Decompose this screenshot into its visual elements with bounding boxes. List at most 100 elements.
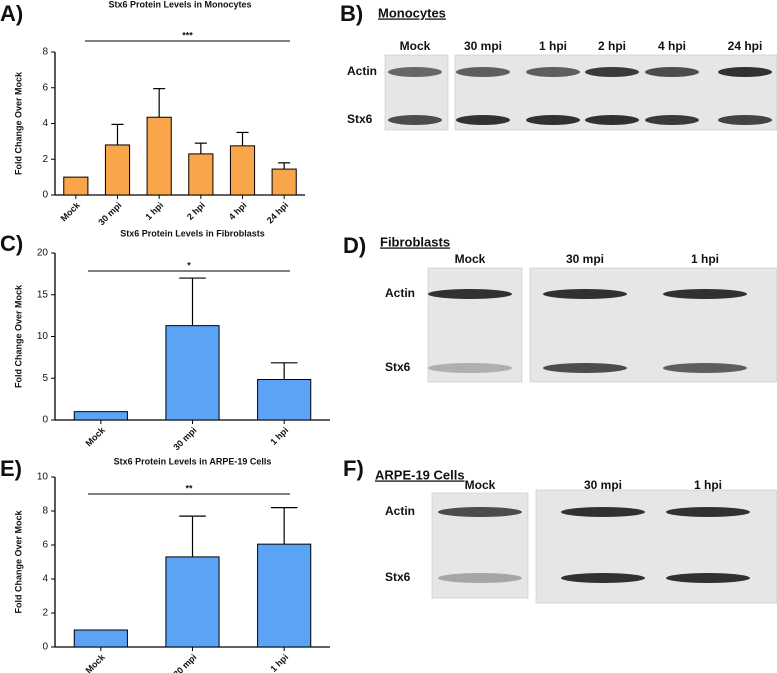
lane-label: 1 hpi [691,252,719,266]
y-tick-label: 8 [42,506,48,517]
y-tick-label: 4 [42,574,48,585]
y-axis-label: Fold Change Over Mock [13,71,23,175]
blot-band [585,67,639,77]
blot-band [428,363,512,373]
bar [104,144,131,196]
bar [165,325,220,421]
x-tick-label: 30 mpi [171,425,198,452]
error-bar [153,88,166,118]
y-tick-label: 0 [42,190,48,201]
y-tick-label: 0 [42,642,48,653]
blot-band [543,289,627,299]
blot-band [456,115,510,125]
bar [257,379,312,421]
lane-label: 30 mpi [464,39,502,53]
panel-letter: A) [0,1,23,26]
y-axis-label: Fold Change Over Mock [13,284,23,388]
row-label: Actin [347,64,377,78]
panel-letter: C) [0,231,23,256]
bar [188,153,214,196]
y-tick-label: 2 [42,608,48,619]
error-bar [179,515,206,557]
blot-title: Fibroblasts [380,234,450,249]
chart-title: Stx6 Protein Levels in Fibroblasts [120,228,265,238]
blot-title: Monocytes [378,5,446,20]
significance-label: ** [185,483,193,493]
significance-label: *** [182,30,193,40]
blot-band [561,507,645,517]
blot-band [666,507,750,517]
bar [146,116,172,196]
blot-band [388,115,442,125]
x-tick-label: Mock [59,199,83,223]
error-bar [179,277,206,326]
blot-band [428,289,512,299]
x-tick-label: 1 hpi [268,425,290,447]
panel-letter: B) [340,1,363,26]
row-label: Stx6 [385,360,411,374]
blot-image [535,489,777,604]
error-bar [270,507,298,545]
blot-band [645,115,699,125]
bar [229,145,256,196]
bar [73,411,128,421]
y-tick-label: 4 [42,118,48,129]
blot-band [526,67,580,77]
y-tick-label: 2 [42,154,48,165]
blot-band [526,115,580,125]
y-axis-label: Fold Change Over Mock [13,510,23,614]
row-label: Stx6 [347,112,373,126]
y-tick-label: 5 [42,373,48,384]
y-tick-label: 10 [37,472,49,483]
error-bar [194,142,207,154]
error-bar [270,362,298,380]
bar [73,629,128,648]
lane-label: Mock [465,478,496,492]
blot-title: ARPE-19 Cells [375,467,465,482]
x-tick-label: Mock [84,651,108,673]
blot-band [663,289,747,299]
x-tick-label: Mock [84,424,108,448]
blot-band [438,507,522,517]
panel-letter: D) [343,233,366,258]
blot-band [718,67,772,77]
lane-label: Mock [455,252,486,266]
y-tick-label: 6 [42,540,48,551]
blot-band [718,115,772,125]
chart-title: Stx6 Protein Levels in Monocytes [108,0,251,9]
y-tick-label: 10 [37,331,49,342]
y-tick-label: 15 [37,289,49,300]
blot-band [663,363,747,373]
x-tick-label: 1 hpi [268,652,290,673]
row-label: Actin [385,504,415,518]
error-bar [278,162,291,170]
x-tick-label: 4 hpi [227,200,249,222]
significance-label: * [187,260,191,270]
lane-label: 2 hpi [598,39,626,53]
error-bar [111,123,124,145]
y-tick-label: 8 [42,47,48,58]
lane-label: 30 mpi [566,252,604,266]
lane-label: 1 hpi [539,39,567,53]
y-tick-label: 6 [42,82,48,93]
blot-band [388,67,442,77]
x-tick-label: 30 mpi [171,652,198,673]
lane-label: 30 mpi [584,478,622,492]
blot-band [456,67,510,77]
x-tick-label: 1 hpi [143,200,165,222]
bar [63,176,89,196]
chart-title: Stx6 Protein Levels in ARPE-19 Cells [114,456,272,466]
lane-label: 24 hpi [728,39,763,53]
blot-image [427,267,523,383]
blot-band [438,573,522,583]
blot-band [561,573,645,583]
blot-image [529,267,777,383]
blot-band [645,67,699,77]
lane-label: Mock [400,39,431,53]
bar [165,556,220,648]
bar [257,543,312,648]
x-tick-label: 2 hpi [185,200,207,222]
blot-band [543,363,627,373]
row-label: Actin [385,286,415,300]
